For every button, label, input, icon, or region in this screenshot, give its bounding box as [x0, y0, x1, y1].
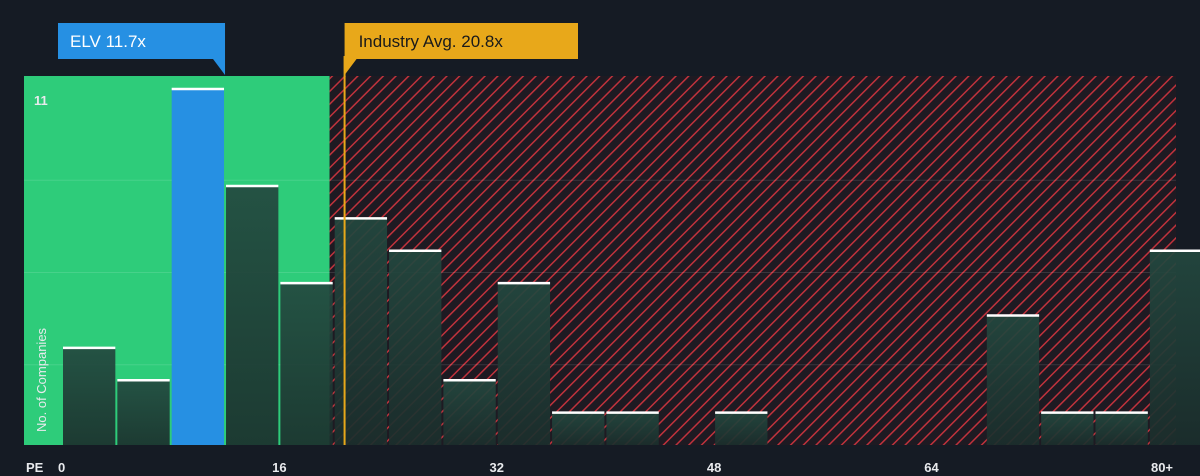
histogram-bar: [1041, 412, 1094, 445]
company-callout: ELV 11.7x: [58, 23, 226, 75]
x-tick-label: 0: [58, 460, 65, 475]
histogram-bar: [606, 412, 659, 445]
industry-avg-label: Industry Avg. 20.8x: [359, 32, 504, 51]
x-tick-label: 64: [924, 460, 939, 475]
y-axis-label: No. of Companies: [34, 327, 49, 432]
histogram-bar: [552, 412, 605, 445]
company-bar: [171, 88, 225, 446]
x-tick-label: 48: [707, 460, 721, 475]
industry-callout: Industry Avg. 20.8x: [344, 23, 578, 75]
histogram-bar: [117, 380, 170, 445]
y-max-label: 11: [34, 93, 48, 108]
x-ticks: 0 16 32 48 64 80+: [58, 460, 1173, 475]
histogram-bar: [443, 380, 496, 445]
histogram-bar: [280, 283, 333, 445]
histogram-bar: [389, 250, 442, 445]
histogram-bar: [1095, 412, 1148, 445]
x-tick-label: 80+: [1151, 460, 1173, 475]
x-tick-label: 16: [272, 460, 286, 475]
histogram-bar: [497, 283, 551, 445]
histogram-bar: [715, 412, 768, 445]
histogram-bar: [334, 218, 388, 445]
x-axis-label: PE: [26, 460, 44, 475]
x-tick-label: 32: [489, 460, 503, 475]
histogram-bar: [63, 347, 116, 445]
histogram-bar: [1149, 250, 1200, 445]
histogram-bar: [226, 186, 279, 446]
company-callout-label: ELV 11.7x: [70, 32, 146, 51]
histogram-bar: [986, 315, 1040, 445]
bars: [63, 87, 1200, 446]
